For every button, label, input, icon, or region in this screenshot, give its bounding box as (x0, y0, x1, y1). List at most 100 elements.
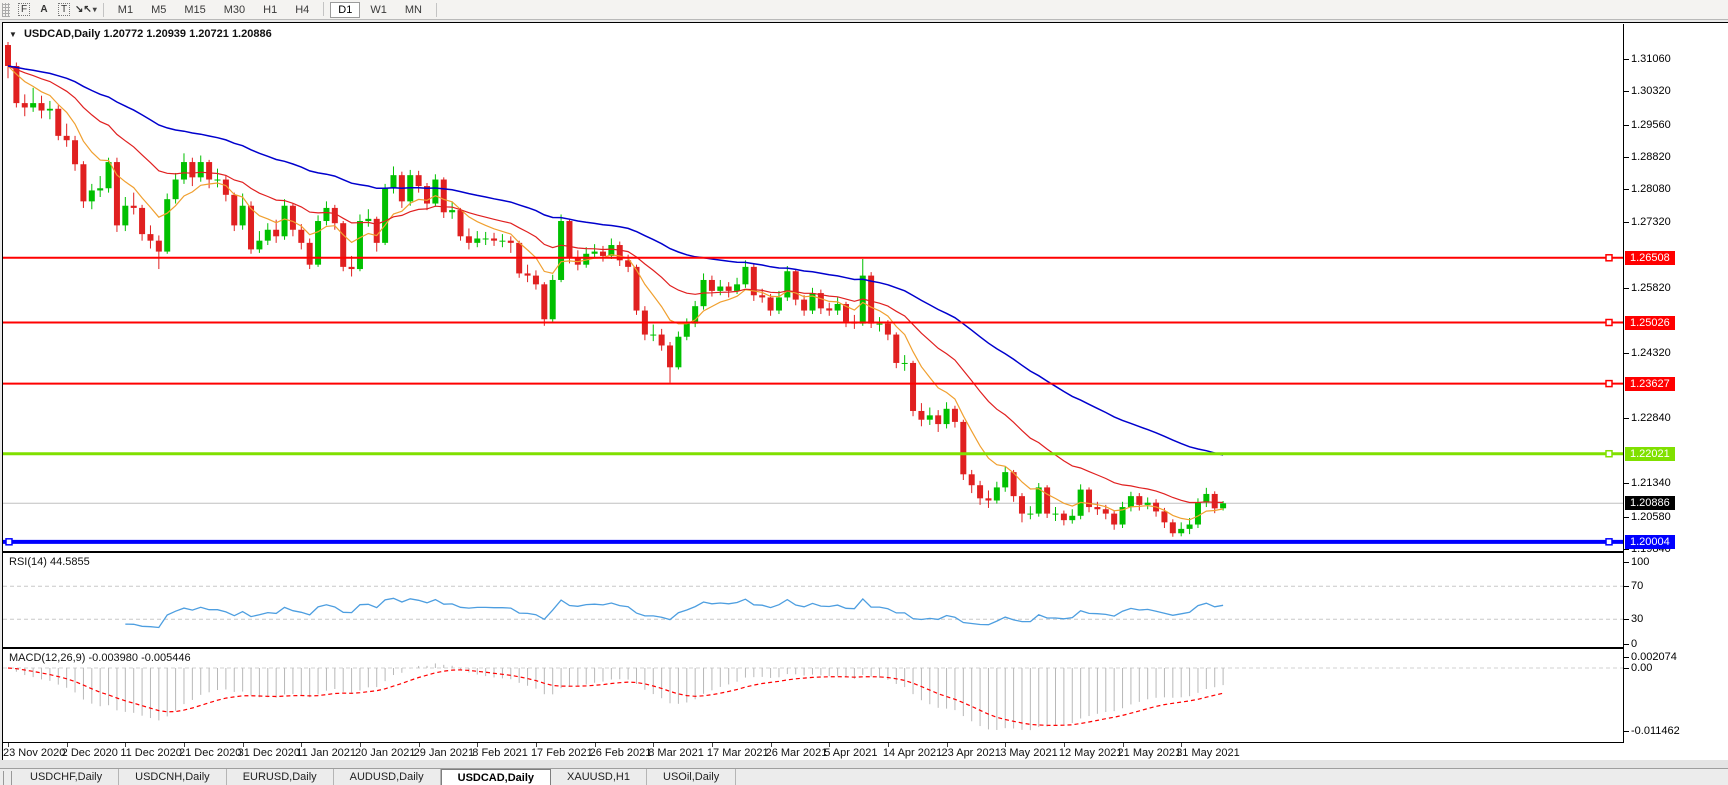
axis-tick-mark (1624, 561, 1629, 563)
date-axis-label: 31 May 2021 (1176, 747, 1240, 759)
date-axis-label: 20 Jan 2021 (354, 747, 416, 759)
symbol-tabbar: USDCHF,Daily USDCNH,Daily EURUSD,Daily AUDU… (0, 768, 1728, 785)
timeframe-button-m1[interactable]: M1 (117, 3, 134, 16)
toolbar-separator (435, 2, 437, 17)
date-tick-mark (1181, 743, 1183, 747)
axis-tick-mark (1624, 644, 1629, 645)
price-axis[interactable]: 1.31060 1.30320 1.29560 1.28820 1.28080 1.273… (1623, 24, 1728, 743)
axis-tick-mark (1624, 586, 1629, 588)
price-axis-tick: 1.21340 (1631, 477, 1671, 490)
tab-eurusd-daily[interactable]: EURUSD,Daily (227, 769, 334, 785)
chart-collapse-arrow-icon[interactable]: ▼ (9, 30, 17, 39)
axis-tick-mark (1624, 668, 1629, 669)
axis-tick-mark (1624, 548, 1629, 550)
date-tick-mark (477, 743, 479, 747)
date-tick-mark (887, 743, 889, 747)
date-axis-label: 5 Apr 2021 (824, 747, 878, 759)
date-tick-mark (535, 743, 537, 747)
level-line-handle[interactable] (1605, 254, 1613, 262)
macd-label: MACD(12,26,9) -0.003980 -0.005446 (9, 652, 191, 664)
date-axis-label: 31 Dec 2020 (237, 747, 301, 759)
timeframe-button-d1[interactable]: D1 (330, 1, 361, 18)
macd-axis-tick: 0.002074 (1631, 650, 1677, 663)
tab-usdchf-daily[interactable]: USDCHF,Daily (14, 769, 120, 785)
tabbar-grip[interactable] (3, 771, 12, 785)
ma-mid-line (7, 65, 1224, 504)
rsi-label: RSI(14) 44.5855 (9, 556, 90, 568)
status-strip (0, 760, 1728, 768)
rsi-axis-tick: 30 (1631, 613, 1644, 626)
date-axis-label: 17 Mar 2021 (706, 747, 769, 759)
level-line-handle[interactable] (1605, 538, 1613, 546)
price-level-badge: 1.26508 (1625, 250, 1675, 265)
timeframe-button-w1[interactable]: W1 (370, 3, 387, 16)
axis-tick-mark (1624, 619, 1629, 621)
date-axis-label: 26 Feb 2021 (589, 747, 652, 759)
price-axis-tick: 1.27320 (1631, 216, 1671, 229)
price-axis-tick: 1.22840 (1631, 411, 1671, 424)
timeframe-button-mn[interactable]: MN (404, 3, 422, 16)
date-tick-mark (125, 743, 127, 747)
date-axis-label: 8 Feb 2021 (472, 747, 528, 759)
price-axis-tick: 1.28080 (1631, 183, 1671, 196)
tab-usoil-daily[interactable]: USOil,Daily (647, 769, 737, 785)
date-axis-label: 8 Mar 2021 (648, 747, 704, 759)
macd-chart[interactable] (3, 649, 1623, 742)
price-level-badge: 1.25026 (1625, 315, 1675, 330)
timeframe-button-h1[interactable]: H1 (263, 3, 278, 16)
axis-tick-mark (1624, 287, 1629, 289)
ma-fast-line (7, 65, 1224, 521)
tab-usdcnh-daily[interactable]: USDCNH,Daily (119, 769, 227, 785)
price-axis-tick: 1.30320 (1631, 85, 1671, 98)
level-line-handle[interactable] (5, 538, 13, 546)
date-axis-label: 29 Jan 2021 (413, 747, 475, 759)
timeframe-button-m5[interactable]: M5 (151, 3, 167, 16)
date-tick-mark (946, 743, 948, 747)
rsi-panel: RSI(14) 44.5855 (3, 553, 1623, 649)
rsi-line (125, 597, 1224, 629)
date-axis-label: 12 May 2021 (1058, 747, 1123, 759)
level-line-handle[interactable] (1605, 449, 1613, 458)
axis-tick-mark (1624, 156, 1629, 158)
date-axis-label: 11 Jan 2021 (296, 747, 357, 759)
rsi-name: RSI(14) (9, 556, 47, 568)
ohlc-high: 1.20939 (146, 28, 187, 40)
tab-usdcad-daily[interactable]: USDCAD,Daily (440, 769, 552, 785)
fibo-grid-icon[interactable]: F (15, 2, 33, 17)
date-tick-mark (66, 743, 68, 747)
tab-audusd-daily[interactable]: AUDUSD,Daily (334, 769, 441, 785)
tab-xauusd-h1[interactable]: XAUUSD,H1 (551, 769, 647, 785)
date-tick-mark (711, 743, 713, 747)
price-axis-tick: 1.29560 (1631, 118, 1671, 131)
level-line-handle[interactable] (1605, 379, 1613, 388)
axis-tick-mark (1624, 91, 1629, 93)
arrows-tool-icon[interactable]: ↘↖ ▾ (75, 4, 97, 15)
toolbar-separator (102, 2, 104, 17)
ohlc-close: 1.20886 (231, 28, 272, 40)
timeframe-button-h4[interactable]: H4 (295, 3, 310, 16)
axis-tick-mark (1624, 353, 1629, 355)
toolbar-grip[interactable] (2, 2, 10, 17)
date-tick-mark (1005, 743, 1007, 747)
date-axis-label: 21 Dec 2020 (178, 747, 242, 759)
ma-slow-line (7, 65, 1224, 456)
timeframe-button-m30[interactable]: M30 (223, 3, 246, 16)
macd-histogram (15, 663, 1224, 731)
level-line-handle[interactable] (1605, 318, 1613, 327)
macd-values: -0.003980 -0.005446 (88, 652, 191, 664)
date-axis-label: 26 Mar 2021 (765, 747, 828, 759)
label-tool-icon[interactable]: T (55, 2, 73, 17)
axis-tick-mark (1624, 483, 1629, 485)
rsi-chart[interactable] (3, 553, 1623, 647)
candlestick-chart[interactable] (3, 24, 1623, 551)
macd-name: MACD(12,26,9) (9, 652, 86, 664)
timeframe-button-m15[interactable]: M15 (184, 3, 206, 16)
text-tool-icon[interactable]: A (40, 4, 48, 15)
ohlc-open: 1.20772 (103, 28, 144, 40)
date-axis[interactable]: 23 Nov 2020 2 Dec 2020 11 Dec 2020 21 Dec 2… (3, 743, 1623, 760)
price-level-badge: 1.20886 (1625, 496, 1675, 511)
axis-tick-mark (1624, 59, 1629, 60)
date-axis-label: 3 May 2021 (1000, 747, 1058, 759)
date-axis-label: 11 Dec 2020 (120, 747, 182, 759)
date-tick-mark (594, 743, 596, 747)
